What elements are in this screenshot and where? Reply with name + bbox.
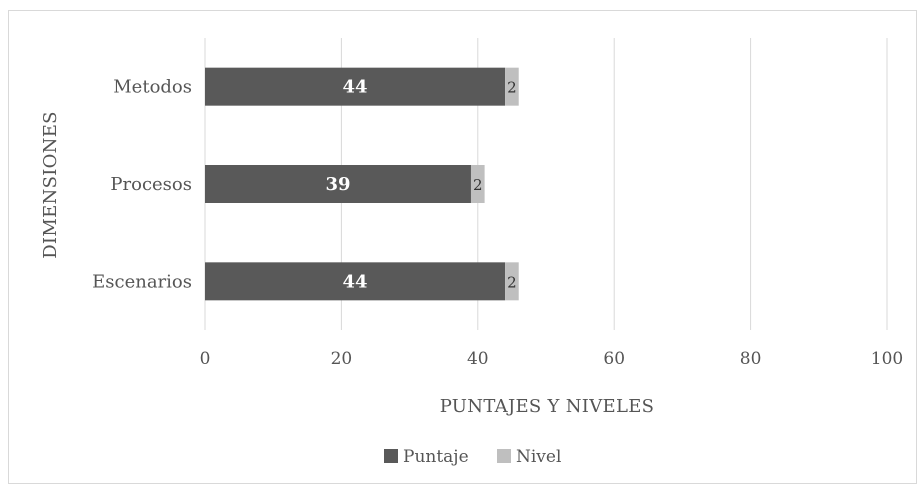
- category-label: Escenarios: [92, 271, 192, 292]
- data-label-puntaje-procesos: 39: [325, 174, 350, 195]
- x-tick-label: 40: [467, 349, 489, 369]
- bar-nivel-procesos: [470, 165, 485, 203]
- x-tick-label: 100: [871, 349, 903, 369]
- bars: 44 2 39 2 44 2: [205, 67, 519, 301]
- y-axis-title: DIMENSIONES: [40, 111, 61, 259]
- legend: Puntaje Nivel: [384, 447, 561, 467]
- tick-labels: 0 20 40 60 80 100: [200, 349, 904, 369]
- bar-puntaje-metodos: [205, 67, 506, 106]
- legend-swatch-nivel: [497, 449, 511, 463]
- legend-label-nivel: Nivel: [516, 447, 561, 467]
- data-label-nivel-escenarios: 2: [507, 273, 517, 291]
- x-tick-label: 20: [331, 349, 353, 369]
- category-label: Metodos: [113, 77, 192, 98]
- x-tick-label: 80: [740, 349, 762, 369]
- legend-label-puntaje: Puntaje: [403, 447, 469, 467]
- bar-puntaje-procesos: [205, 165, 471, 203]
- x-tick-label: 60: [603, 349, 625, 369]
- data-label-puntaje-metodos: 44: [343, 77, 368, 98]
- category-label: Procesos: [110, 174, 192, 195]
- legend-swatch-puntaje: [384, 449, 398, 463]
- data-label-nivel-metodos: 2: [507, 79, 517, 97]
- x-axis-title: PUNTAJES Y NIVELES: [440, 396, 655, 417]
- data-label-nivel-procesos: 2: [473, 176, 483, 194]
- category-labels: Metodos Procesos Escenarios: [92, 77, 192, 293]
- bar-nivel-metodos: [505, 67, 519, 106]
- bar-nivel-escenarios: [505, 262, 519, 301]
- bar-puntaje-escenarios: [205, 262, 506, 301]
- data-label-puntaje-escenarios: 44: [343, 271, 368, 292]
- x-tick-label: 0: [200, 349, 211, 369]
